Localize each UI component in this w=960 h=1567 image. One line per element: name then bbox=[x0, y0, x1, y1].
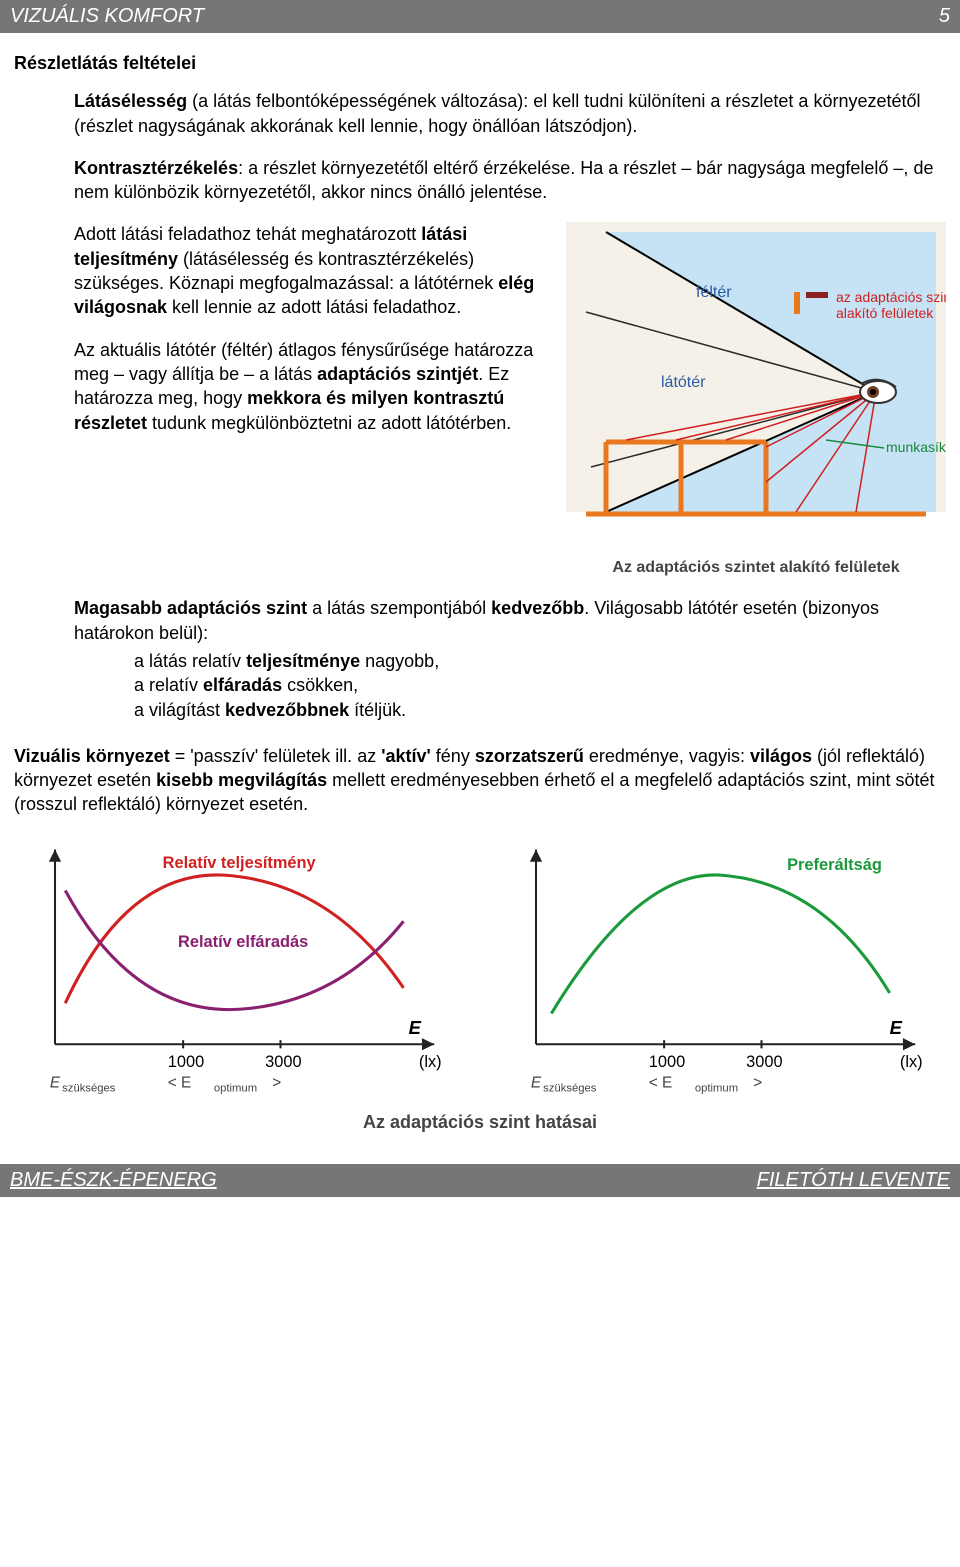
chart-left: 1000 3000 E (lx) Relatív teljesítmény Re… bbox=[14, 829, 465, 1102]
svg-text:szükséges: szükséges bbox=[543, 1082, 597, 1094]
paragraph-4: Az aktuális látótér (féltér) átlagos fén… bbox=[74, 338, 548, 435]
paragraph-1: Látásélesség (a látás felbontóképességén… bbox=[74, 89, 946, 138]
svg-text:Preferáltság: Preferáltság bbox=[787, 856, 882, 874]
svg-text:>: > bbox=[272, 1074, 281, 1091]
chart-left-svg: 1000 3000 E (lx) Relatív teljesítmény Re… bbox=[14, 829, 465, 1096]
svg-text:< E: < E bbox=[168, 1074, 191, 1091]
paragraph-5-intro: Magasabb adaptációs szint a látás szempo… bbox=[74, 596, 946, 645]
chart-right-svg: 1000 3000 E (lx) Preferáltság E szüksége… bbox=[495, 829, 946, 1096]
list-item: a világítást kedvezőbbnek ítéljük. bbox=[134, 698, 946, 722]
label-legend1: az adaptációs szintet bbox=[836, 289, 946, 305]
page-content: Részletlátás feltételei Látásélesség (a … bbox=[0, 33, 960, 817]
svg-text:E: E bbox=[890, 1017, 903, 1038]
bottom-caption: Az adaptációs szint hatásai bbox=[0, 1110, 960, 1134]
p3-bold-a: látási teljesítmény bbox=[74, 224, 467, 268]
footer-right: FILETÓTH LEVENTE bbox=[757, 1167, 950, 1194]
svg-text:1000: 1000 bbox=[649, 1053, 685, 1071]
chart-right: 1000 3000 E (lx) Preferáltság E szüksége… bbox=[495, 829, 946, 1102]
p6a: Vizuális környezet bbox=[14, 746, 170, 766]
svg-text:< E: < E bbox=[649, 1074, 672, 1091]
p5-list: a látás relatív teljesítménye nagyobb, a… bbox=[134, 649, 946, 722]
p5mid: a látás szempontjából bbox=[307, 598, 491, 618]
p4-bold-a: adaptációs szintjét bbox=[317, 364, 478, 384]
svg-text:(lx): (lx) bbox=[419, 1053, 442, 1071]
svg-text:szükséges: szükséges bbox=[62, 1082, 116, 1094]
bottom-figures-row: 1000 3000 E (lx) Relatív teljesítmény Re… bbox=[14, 829, 946, 1102]
page-footer: BME-ÉSZK-ÉPENERG FILETÓTH LEVENTE bbox=[0, 1164, 960, 1197]
p5a: Magasabb adaptációs szint bbox=[74, 598, 307, 618]
svg-text:E: E bbox=[531, 1074, 542, 1091]
list-item: a relatív elfáradás csökken, bbox=[134, 673, 946, 697]
paragraph-6: Vizuális környezet = 'passzív' felületek… bbox=[14, 744, 946, 817]
label-felter: féltér bbox=[696, 284, 732, 301]
two-column-section: Adott látási feladathoz tehát meghatároz… bbox=[74, 222, 946, 578]
p1-rest: (a látás felbontóképességének változása)… bbox=[74, 91, 921, 135]
svg-text:optimum: optimum bbox=[214, 1082, 257, 1094]
list-item: a látás relatív teljesítménye nagyobb, bbox=[134, 649, 946, 673]
svg-text:3000: 3000 bbox=[746, 1053, 782, 1071]
eye-diagram: féltér látótér az adaptációs szintet ala… bbox=[566, 222, 946, 542]
page-number: 5 bbox=[939, 3, 950, 30]
figure-eye-column: féltér látótér az adaptációs szintet ala… bbox=[566, 222, 946, 578]
label-legend2: alakító felületek bbox=[836, 305, 934, 321]
header-title: VIZUÁLIS KOMFORT bbox=[10, 3, 204, 30]
paragraph-2: Kontrasztérzékelés: a részlet környezeté… bbox=[74, 156, 946, 205]
eye-figure-caption: Az adaptációs szintet alakító felületek bbox=[566, 557, 946, 579]
p3-bold-b: elég világosnak bbox=[74, 273, 534, 317]
svg-text:E: E bbox=[50, 1074, 61, 1091]
svg-text:1000: 1000 bbox=[168, 1053, 204, 1071]
p5b: kedvezőbb bbox=[491, 598, 584, 618]
page-header: VIZUÁLIS KOMFORT 5 bbox=[0, 0, 960, 33]
svg-text:Relatív teljesítmény: Relatív teljesítmény bbox=[163, 854, 317, 872]
paragraph-3: Adott látási feladathoz tehát meghatároz… bbox=[74, 222, 548, 319]
text-column: Adott látási feladathoz tehát meghatároz… bbox=[74, 222, 548, 578]
label-munkasik: munkasík bbox=[886, 439, 946, 455]
svg-text:Relatív elfáradás: Relatív elfáradás bbox=[178, 933, 308, 951]
svg-text:3000: 3000 bbox=[265, 1053, 301, 1071]
svg-text:(lx): (lx) bbox=[900, 1053, 923, 1071]
p4-bold-b: mekkora és milyen kontrasztú részletet bbox=[74, 388, 504, 432]
label-latoter: látótér bbox=[661, 374, 706, 391]
svg-text:>: > bbox=[753, 1074, 762, 1091]
footer-left: BME-ÉSZK-ÉPENERG bbox=[10, 1167, 217, 1194]
svg-text:optimum: optimum bbox=[695, 1082, 738, 1094]
svg-text:E: E bbox=[409, 1017, 422, 1038]
section-subtitle: Részletlátás feltételei bbox=[14, 51, 946, 75]
p2-lead: Kontrasztérzékelés bbox=[74, 158, 238, 178]
p1-lead: Látásélesség bbox=[74, 91, 187, 111]
